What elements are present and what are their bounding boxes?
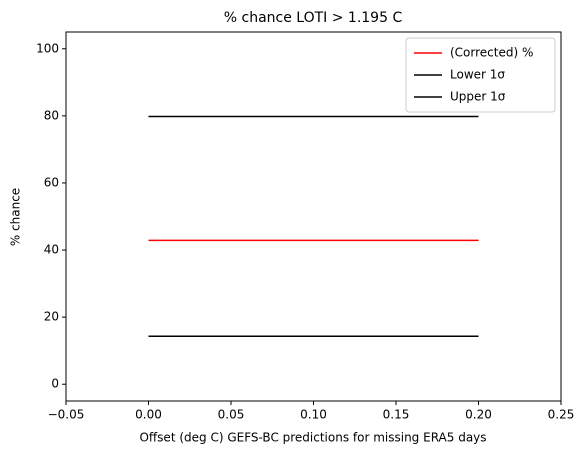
x-axis-label: Offset (deg C) GEFS-BC predictions for m… xyxy=(139,431,486,445)
y-tick-label: 60 xyxy=(44,175,59,189)
chart-title: % chance LOTI > 1.195 C xyxy=(224,10,403,26)
y-axis-label: % chance xyxy=(9,188,23,246)
x-tick-label: −0.05 xyxy=(48,408,85,422)
legend-label: (Corrected) % xyxy=(450,46,533,60)
x-tick-label: 0.20 xyxy=(465,408,492,422)
legend-label: Upper 1σ xyxy=(450,90,506,104)
legend-label: Lower 1σ xyxy=(450,68,505,82)
x-tick-label: 0.10 xyxy=(300,408,327,422)
x-tick-label: 0.00 xyxy=(135,408,162,422)
x-tick-label: 0.25 xyxy=(548,408,575,422)
y-tick-label: 20 xyxy=(44,310,59,324)
y-tick-label: 100 xyxy=(36,41,59,55)
x-tick-label: 0.05 xyxy=(218,408,245,422)
x-tick-label: 0.15 xyxy=(383,408,410,422)
y-tick-label: 0 xyxy=(51,377,59,391)
y-tick-label: 80 xyxy=(44,108,59,122)
y-tick-label: 40 xyxy=(44,243,59,257)
plot-frame xyxy=(65,31,562,402)
legend-box xyxy=(405,37,556,113)
